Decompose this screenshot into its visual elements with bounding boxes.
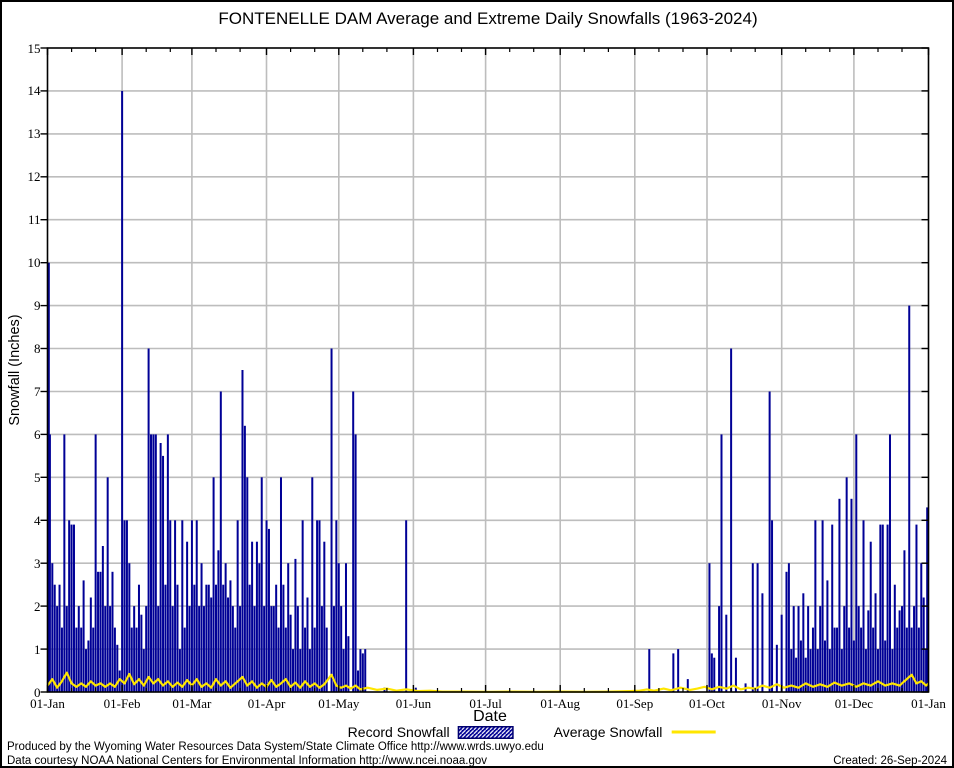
x-axis-title: Date: [473, 708, 507, 725]
x-tick-label: 01-Apr: [247, 696, 286, 711]
y-tick-label: 15: [27, 40, 41, 56]
y-tick-label: 13: [27, 126, 41, 142]
average-snowfall-swatch-icon: [671, 730, 716, 734]
y-tick-label: 2: [34, 598, 41, 614]
legend-record-label: Record Snowfall: [347, 724, 450, 740]
x-tick-label: 01-Sep: [616, 696, 654, 711]
y-tick-label: 10: [27, 255, 41, 271]
legend: Record Snowfall Average Snowfall: [348, 724, 717, 740]
x-tick-label: 01-Jun: [395, 696, 432, 711]
y-tick-label: 8: [34, 341, 41, 356]
footer-data-courtesy: Data courtesy NOAA National Centers for …: [7, 755, 488, 767]
footer-produced-by: Produced by the Wyoming Water Resources …: [7, 741, 544, 753]
y-tick-label: 0: [34, 684, 41, 700]
y-tick-label: 3: [34, 555, 41, 571]
x-tick-label: 01-Jul: [469, 696, 502, 711]
x-tick-label: 01-Oct: [688, 696, 726, 711]
y-tick-label: 12: [27, 169, 41, 185]
chart-title: FONTENELLE DAM Average and Extreme Daily…: [218, 9, 758, 28]
x-tick-label: 01-May: [318, 696, 360, 711]
x-tick-label: 01-Jan: [30, 696, 65, 711]
y-tick-label: 11: [27, 212, 41, 228]
y-tick-label: 4: [34, 512, 41, 528]
x-tick-label: 01-Nov: [761, 696, 802, 711]
y-tick-label: 7: [34, 384, 41, 399]
y-tick-label: 1: [34, 641, 41, 657]
x-tick-label: 01-Aug: [540, 696, 581, 711]
legend-average-label: Average Snowfall: [553, 724, 663, 740]
x-tick-label: 01-Feb: [103, 696, 141, 711]
x-tick-label: 01-Jan: [911, 696, 946, 711]
y-tick-label: 5: [34, 469, 41, 485]
footer-created-date: Created: 26-Sep-2024: [833, 755, 947, 767]
x-tick-label: 01-Mar: [172, 696, 212, 711]
y-tick-label: 6: [34, 426, 41, 442]
y-tick-label: 9: [34, 298, 41, 314]
y-tick-label: 14: [27, 83, 41, 99]
record-snowfall-swatch-icon: [457, 725, 514, 739]
x-tick-label: 01-Dec: [834, 696, 874, 711]
